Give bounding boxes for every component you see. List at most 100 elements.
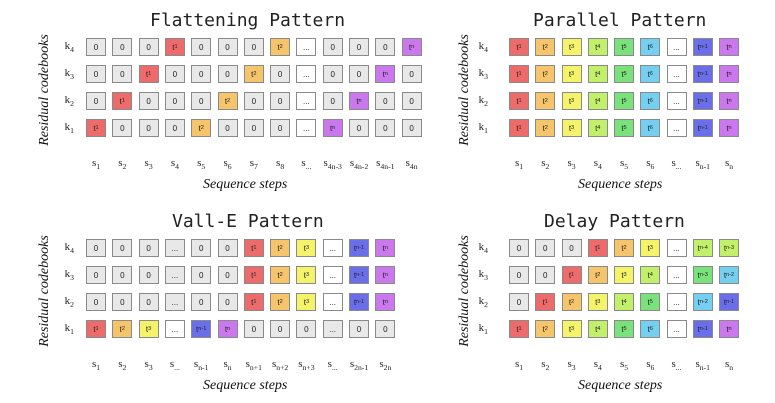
codebook-label: k3 — [478, 67, 488, 82]
valle-cell: 0 — [270, 320, 291, 338]
valle-cell: 0 — [112, 239, 133, 257]
valle-cell: ... — [322, 266, 343, 284]
panel-title-flattening: Flattening Pattern — [150, 10, 346, 31]
flattening-cell: 0 — [164, 92, 185, 110]
step-label: s2n-1 — [349, 358, 369, 373]
delay-cell: t n-2 — [692, 293, 713, 311]
flattening-cell: 0 — [112, 38, 133, 56]
valle-cell: 0 — [191, 266, 212, 284]
flattening-cell: 0 — [270, 92, 291, 110]
flattening-cell: 0 — [191, 92, 212, 110]
flattening-cell: 0 — [112, 119, 133, 137]
codebook-label: k4 — [478, 40, 488, 55]
flattening-cell: 0 — [270, 65, 291, 83]
step-label: s... — [327, 358, 338, 373]
delay-cell: 0 — [509, 239, 529, 257]
codebook-label: k3 — [478, 268, 488, 283]
flattening-cell: 0 — [86, 92, 106, 110]
step-label: s8 — [276, 157, 285, 172]
flattening-cell: 0 — [375, 38, 396, 56]
step-label: s... — [301, 157, 312, 172]
valle-cell: 0 — [191, 239, 212, 257]
parallel-cell: ... — [666, 38, 687, 56]
step-label: s1 — [91, 358, 101, 373]
valle-cell: ... — [164, 320, 185, 338]
flattening-cell: 0 — [322, 38, 343, 56]
delay-cell: ... — [666, 239, 687, 257]
step-label: s3 — [567, 157, 576, 172]
step-label: s1 — [91, 157, 101, 172]
valle-cell: 0 — [375, 320, 396, 338]
valle-cell: ... — [164, 239, 185, 257]
codebook-label: k1 — [64, 322, 74, 337]
codebook-label: k2 — [478, 94, 488, 109]
delay-cell: t n-3 — [692, 266, 713, 284]
valle-cell: t n-1 — [349, 266, 369, 284]
step-label: s3 — [144, 358, 153, 373]
codebook-label: k4 — [478, 241, 488, 256]
flattening-cell: 0 — [217, 38, 238, 56]
flattening-cell: 0 — [375, 92, 396, 110]
step-label: s6 — [223, 157, 232, 172]
codebook-label: k2 — [64, 94, 74, 109]
parallel-cell: ... — [666, 119, 687, 137]
valle-cell: 0 — [138, 266, 159, 284]
step-label: s2 — [118, 358, 127, 373]
valle-cell: 0 — [86, 293, 106, 311]
valle-cell: 0 — [112, 293, 133, 311]
valle-cell: 0 — [243, 320, 264, 338]
delay-cell: 0 — [535, 266, 556, 284]
step-label: s1 — [514, 358, 524, 373]
flattening-cell: 0 — [138, 119, 159, 137]
parallel-cell: t n-1 — [692, 92, 713, 110]
step-label: s2 — [118, 157, 127, 172]
step-label: sn-1 — [695, 358, 711, 373]
delay-cell: t n-2 — [719, 266, 739, 284]
delay-cell: ... — [666, 320, 687, 338]
step-label: s3 — [567, 358, 576, 373]
flattening-cell: 0 — [217, 119, 238, 137]
flattening-cell: 0 — [349, 38, 369, 56]
flattening-cell: 0 — [401, 119, 422, 137]
step-label: s4n-2 — [349, 157, 369, 172]
step-label: s1 — [514, 157, 524, 172]
step-label: sn — [724, 157, 734, 172]
valle-cell: 0 — [86, 239, 106, 257]
flattening-cell: 0 — [322, 65, 343, 83]
valle-cell: 0 — [138, 239, 159, 257]
